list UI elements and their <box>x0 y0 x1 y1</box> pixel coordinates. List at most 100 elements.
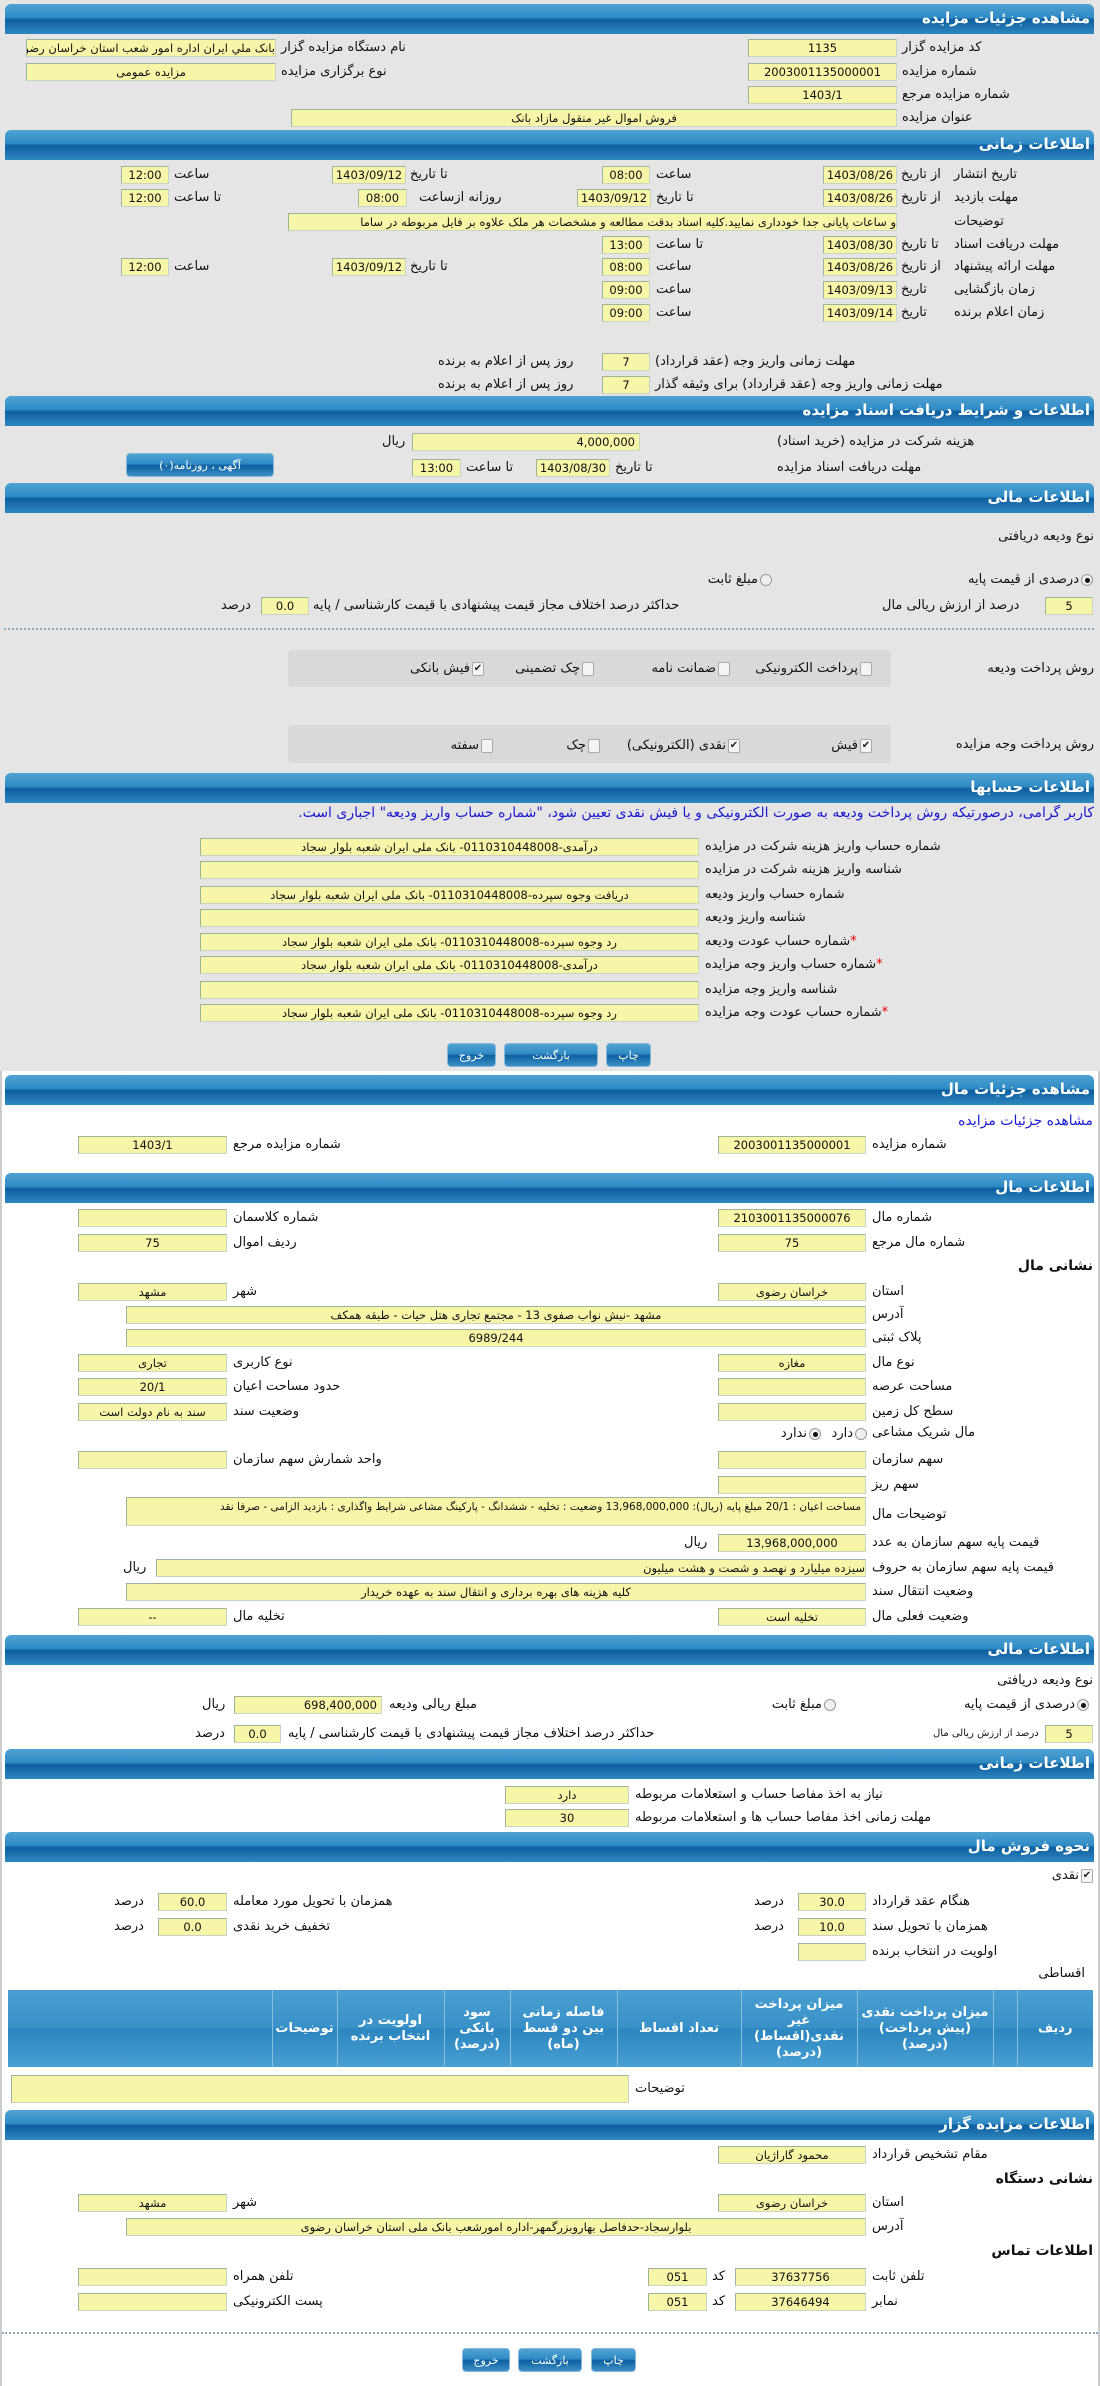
org-province-field[interactable]: خراسان رضوی <box>718 2194 866 2212</box>
payment-method-promissory[interactable]: سفته <box>451 738 493 753</box>
item-auction-number-field[interactable]: 2003001135000001 <box>718 1136 866 1154</box>
cash-discount-field[interactable]: 0.0 <box>158 1918 227 1936</box>
price-number-field[interactable]: 13,968,000,000 <box>718 1534 866 1552</box>
back-button[interactable]: بازگشت <box>518 2348 582 2372</box>
docs-deadline-time[interactable]: 13:00 <box>412 459 461 477</box>
docs-deadline-date[interactable]: 1403/08/30 <box>536 459 610 477</box>
account-field[interactable]: درآمدی-0110310448008- بانک ملی ایران شعب… <box>200 838 699 856</box>
account-field[interactable] <box>200 981 699 999</box>
deed-transfer-field[interactable]: کلیه هزینه های بهره برداری و انتقال سند … <box>126 1583 866 1601</box>
view-auction-details-link[interactable]: مشاهده جزئیات مزایده <box>958 1113 1093 1129</box>
item-plate-field[interactable]: 6989/244 <box>126 1329 866 1347</box>
item-share-field[interactable] <box>718 1451 866 1469</box>
offer-to-time[interactable]: 12:00 <box>121 258 169 276</box>
shared-no-radio[interactable]: ندارد <box>781 1426 821 1441</box>
account-field[interactable] <box>200 909 699 927</box>
item-deposit-percent-radio[interactable]: درصدی از قیمت پایه <box>964 1697 1089 1712</box>
item-max-diff-field[interactable]: 0.0 <box>234 1725 281 1743</box>
participation-fee-field[interactable]: 4,000,000 <box>412 433 640 451</box>
publish-to-date[interactable]: 1403/09/12 <box>332 166 406 184</box>
item-status-field[interactable]: تخلیه است <box>718 1608 866 1626</box>
email-field[interactable] <box>78 2293 227 2311</box>
docs-to-date[interactable]: 1403/08/30 <box>823 236 897 254</box>
payment-method-receipt[interactable]: ✔ فیش <box>831 738 872 753</box>
deposit-amount-field[interactable]: 698,400,000 <box>234 1696 382 1714</box>
auction-ref-field[interactable]: 1403/1 <box>748 86 897 104</box>
item-subshare-field[interactable] <box>718 1476 866 1494</box>
auction-number-field[interactable]: 2003001135000001 <box>748 63 897 81</box>
deposit-method-guarantee[interactable]: ضمانت نامه <box>651 661 730 676</box>
account-field[interactable]: درآمدی-0110310448008- بانک ملی ایران شعب… <box>200 956 699 974</box>
phone-field[interactable]: 37637756 <box>735 2268 866 2286</box>
deposit-method-electronic[interactable]: پرداخت الکترونیکی <box>755 661 872 676</box>
winner-time[interactable]: 09:00 <box>602 304 650 322</box>
clearance-days-field[interactable]: 30 <box>505 1809 629 1827</box>
item-land-area-field[interactable] <box>718 1378 866 1396</box>
deposit-method-cheque[interactable]: چک تضمینی <box>515 661 594 676</box>
timing-description-field[interactable]: و ساعات پایانی جدا خودداری نمایید.کلیه ا… <box>288 213 897 231</box>
payment-method-cheque[interactable]: چک <box>566 738 600 753</box>
print-button[interactable]: چاپ <box>591 2348 636 2372</box>
opening-date[interactable]: 1403/09/13 <box>823 281 897 299</box>
print-button[interactable]: چاپ <box>606 1043 651 1067</box>
account-field[interactable] <box>200 861 699 879</box>
item-evacuation-field[interactable]: -- <box>78 1608 227 1626</box>
publish-from-date[interactable]: 1403/08/26 <box>823 166 897 184</box>
delivery-percent-field[interactable]: 60.0 <box>158 1893 227 1911</box>
exit-button[interactable]: خروج <box>447 1043 496 1067</box>
payment-method-cash-electronic[interactable]: ✔ نقدی (الکترونیکی) <box>627 738 740 753</box>
max-diff-field[interactable]: 0.0 <box>261 597 309 615</box>
visit-from-time[interactable]: 08:00 <box>358 189 407 207</box>
opening-time[interactable]: 09:00 <box>602 281 650 299</box>
authority-field[interactable]: محمود گاراژیان <box>718 2146 866 2164</box>
auction-type-field[interactable]: مزایده عمومی <box>26 63 276 81</box>
item-building-area-field[interactable]: 20/1 <box>78 1378 227 1396</box>
auction-subject-field[interactable]: فروش اموال غیر منقول مازاد بانک <box>291 109 897 127</box>
offer-from-date[interactable]: 1403/08/26 <box>823 258 897 276</box>
price-text-field[interactable]: سیزده میلیارد و نهصد و شصت و هشت میلیون <box>156 1559 866 1577</box>
deposit-fixed-radio[interactable]: مبلغ ثابت <box>708 572 772 587</box>
item-address-field[interactable]: مشهد -نبش نواب صفوی 13 - مجتمع تجاری هتل… <box>126 1306 866 1324</box>
winner-date[interactable]: 1403/09/14 <box>823 304 897 322</box>
item-deposit-fixed-radio[interactable]: مبلغ ثابت <box>772 1697 836 1712</box>
item-row-field[interactable]: 75 <box>78 1234 227 1252</box>
payment-deadline-field[interactable]: 7 <box>602 353 650 371</box>
item-deed-field[interactable]: سند به نام دولت است <box>78 1403 227 1421</box>
deposit-method-bank-receipt[interactable]: ✔ فیش بانکی <box>410 661 484 676</box>
publish-to-time[interactable]: 12:00 <box>121 166 169 184</box>
item-number-field[interactable]: 2103001135000076 <box>718 1209 866 1227</box>
deed-percent-field[interactable]: 10.0 <box>798 1918 866 1936</box>
auctioneer-org-field[interactable]: بانک ملي ايران اداره امور شعب استان خراس… <box>26 39 276 57</box>
contract-percent-field[interactable]: 30.0 <box>798 1893 866 1911</box>
org-city-field[interactable]: مشهد <box>78 2194 227 2212</box>
newspaper-ads-button[interactable]: آگهی ، روزنامه(۰) <box>126 453 274 477</box>
item-ref-field[interactable]: 75 <box>718 1234 866 1252</box>
offer-to-date[interactable]: 1403/09/12 <box>332 258 406 276</box>
exit-button[interactable]: خروج <box>462 2348 510 2372</box>
docs-to-time[interactable]: 13:00 <box>602 236 650 254</box>
deposit-percent-radio[interactable]: درصدی از قیمت پایه <box>968 572 1093 587</box>
mobile-field[interactable] <box>78 2268 227 2286</box>
item-province-field[interactable]: خراسان رضوی <box>718 1283 866 1301</box>
offer-from-time[interactable]: 08:00 <box>602 258 650 276</box>
org-address-field[interactable]: بلوارسجاد-حدفاصل بهاروبزرگمهر-اداره امور… <box>126 2218 866 2236</box>
fax-code-field[interactable]: 051 <box>648 2293 707 2311</box>
visit-from-date[interactable]: 1403/08/26 <box>823 189 897 207</box>
item-share-unit-field[interactable] <box>78 1451 227 1469</box>
guarantor-payment-deadline-field[interactable]: 7 <box>602 376 650 394</box>
account-field[interactable]: رد وجوه سپرده-0110310448008- بانک ملی ای… <box>200 933 699 951</box>
visit-to-date[interactable]: 1403/09/12 <box>577 189 651 207</box>
sale-notes-field[interactable] <box>11 2075 629 2103</box>
auctioneer-code-field[interactable]: 1135 <box>748 39 897 57</box>
cash-checkbox[interactable]: ✔ نقدی <box>1052 1868 1093 1883</box>
item-auction-ref-field[interactable]: 1403/1 <box>78 1136 227 1154</box>
item-description-field[interactable]: مساحت اعیان : 20/1 مبلغ پایه (ریال): 13,… <box>126 1497 866 1526</box>
phone-code-field[interactable]: 051 <box>648 2268 707 2286</box>
item-kind-field[interactable]: مغازه <box>718 1354 866 1372</box>
deposit-percent-field[interactable]: 5 <box>1045 597 1093 615</box>
item-usage-field[interactable]: تجاری <box>78 1354 227 1372</box>
item-deposit-percent-field[interactable]: 5 <box>1045 1725 1093 1743</box>
priority-field[interactable] <box>798 1943 866 1961</box>
shared-yes-radio[interactable]: دارد <box>832 1426 867 1441</box>
publish-from-time[interactable]: 08:00 <box>602 166 650 184</box>
